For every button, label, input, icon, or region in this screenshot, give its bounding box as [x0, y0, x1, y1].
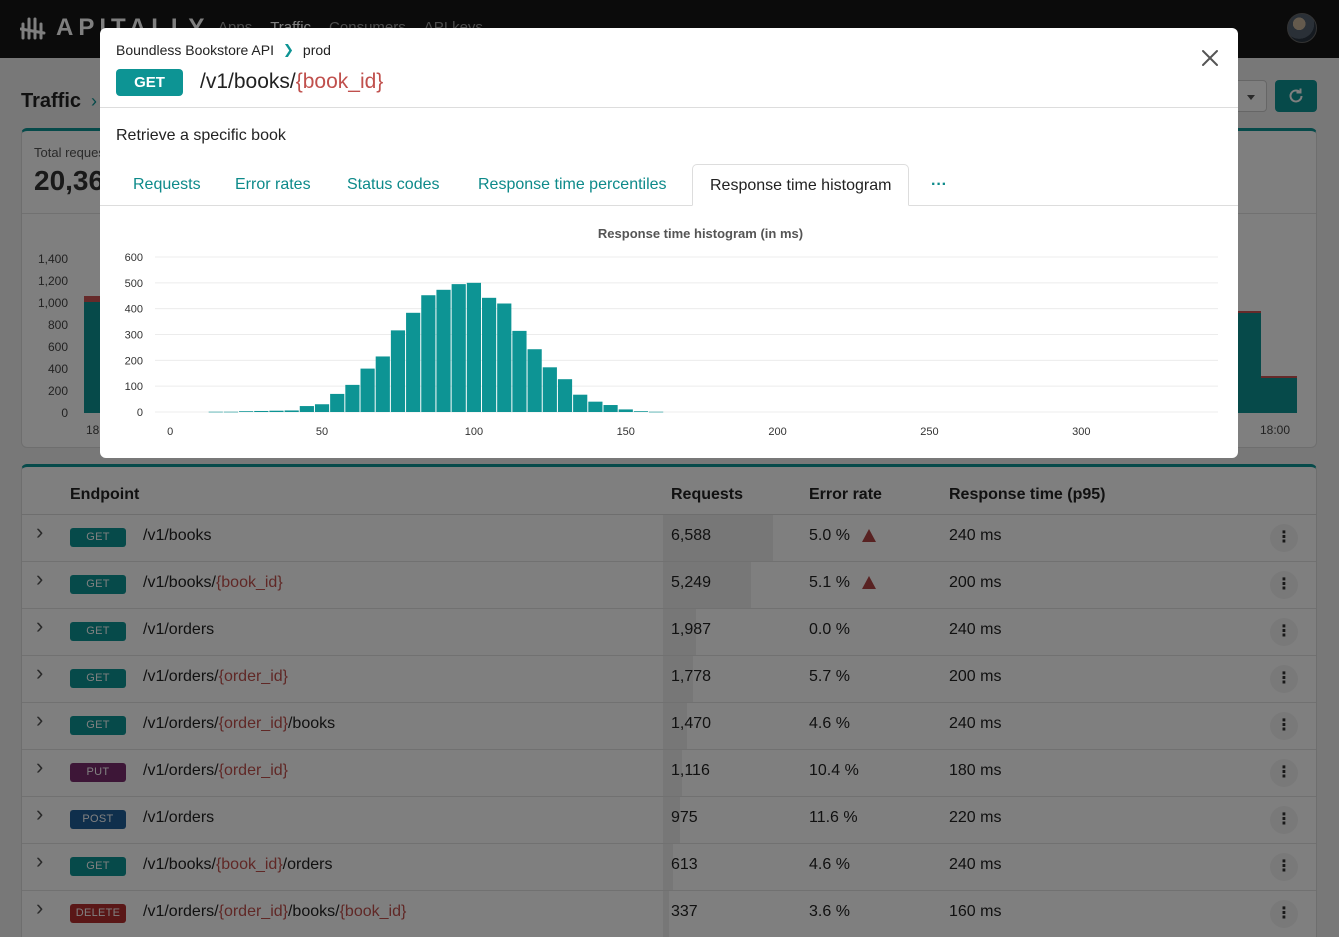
histogram-bar [254, 410, 269, 412]
x-tick-label: 50 [316, 426, 328, 438]
y-tick-label: 600 [125, 252, 143, 264]
histogram-bar [588, 401, 603, 412]
histogram-bar [330, 393, 345, 412]
y-tick-label: 300 [125, 330, 143, 342]
histogram-bar [223, 411, 239, 413]
endpoint-path: /v1/books/{book_id} [200, 70, 383, 94]
histogram-bar [436, 289, 451, 412]
histogram-bar [466, 282, 481, 412]
y-tick-label: 0 [137, 407, 143, 419]
histogram-bar [512, 330, 527, 412]
histogram-bar [603, 405, 618, 412]
histogram-bar [497, 303, 512, 412]
x-tick-label: 0 [167, 426, 173, 438]
histogram-bar [451, 284, 466, 412]
x-tick-label: 150 [617, 426, 635, 438]
endpoint-description: Retrieve a specific book [116, 127, 286, 144]
endpoint-modal: Boundless Bookstore API ❯ prod GET /v1/b… [100, 28, 1238, 458]
breadcrumb-app[interactable]: Boundless Bookstore API [116, 42, 274, 58]
histogram-bar [421, 295, 436, 412]
x-tick-label: 300 [1072, 426, 1090, 438]
histogram-bar [284, 410, 299, 412]
x-tick-label: 100 [465, 426, 483, 438]
x-tick-label: 250 [920, 426, 938, 438]
tab-status-codes[interactable]: Status codes [347, 176, 440, 193]
histogram-bar [208, 411, 223, 413]
y-tick-label: 100 [125, 381, 143, 393]
chevron-right-icon: ❯ [283, 42, 294, 57]
histogram-bar [299, 406, 314, 412]
histogram-bar [390, 330, 406, 412]
histogram-bar [239, 411, 254, 412]
tab-error-rates[interactable]: Error rates [235, 176, 311, 193]
histogram-svg: Response time histogram (in ms) 0 100 200 30… [125, 226, 1218, 438]
divider [100, 107, 1238, 108]
path-param: {book_id} [295, 70, 384, 93]
histogram-bar [527, 349, 542, 412]
breadcrumb-env[interactable]: prod [302, 42, 331, 58]
histogram-bar [360, 368, 375, 412]
histogram-bar [633, 411, 649, 412]
histogram-bar [618, 409, 633, 412]
path-static: /v1/books/ [200, 70, 296, 93]
histogram-bar [573, 394, 588, 412]
histogram-bar [542, 367, 557, 412]
histogram-bar [375, 356, 390, 412]
histogram-bar [406, 312, 421, 412]
chart-tabs: Requests Error rates Status codes Respon… [100, 164, 1238, 206]
histogram-bar [269, 410, 284, 412]
close-icon[interactable] [1200, 48, 1220, 68]
histogram-bar [557, 379, 573, 412]
y-tick-label: 500 [125, 278, 143, 290]
more-tabs-icon[interactable]: ··· [931, 176, 947, 193]
histogram-bar [649, 411, 664, 413]
histogram-bar [345, 384, 360, 412]
tab-response-time-percentiles[interactable]: Response time percentiles [478, 176, 667, 193]
y-tick-label: 400 [125, 304, 143, 316]
chart-title: Response time histogram (in ms) [598, 226, 803, 241]
histogram-chart: Response time histogram (in ms) 0 100 200 30… [100, 218, 1238, 448]
histogram-bar [314, 404, 330, 412]
breadcrumb: Boundless Bookstore API ❯ prod [116, 42, 331, 58]
histogram-bar [481, 297, 497, 412]
x-tick-label: 200 [768, 426, 786, 438]
method-badge: GET [116, 69, 183, 96]
tab-requests[interactable]: Requests [133, 176, 201, 193]
y-tick-label: 200 [125, 355, 143, 367]
tab-response-time-histogram[interactable]: Response time histogram [692, 164, 910, 206]
